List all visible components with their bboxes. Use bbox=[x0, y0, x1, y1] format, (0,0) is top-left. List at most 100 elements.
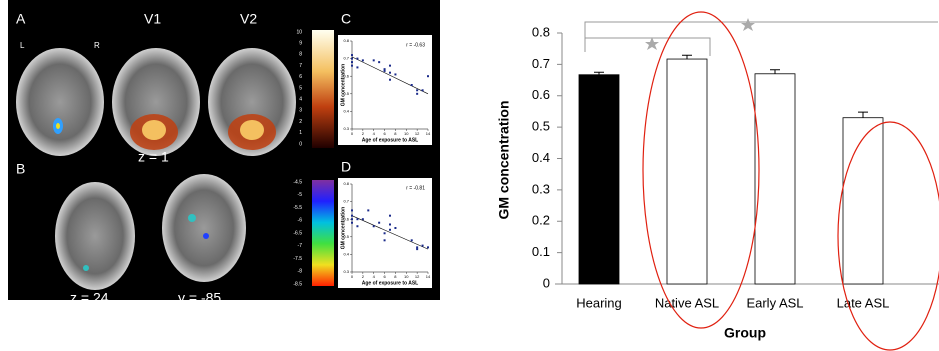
colorbar-label: -8.5 bbox=[293, 281, 302, 287]
point bbox=[427, 246, 429, 248]
y-tick-label: 0.8 bbox=[343, 38, 349, 43]
figure: A V1 V2 L R z = 1 B z = 24 y = -85 C D 1… bbox=[0, 0, 939, 351]
point bbox=[389, 79, 391, 81]
bar bbox=[579, 75, 619, 284]
point bbox=[356, 58, 358, 60]
point bbox=[351, 209, 353, 211]
x-tick-label: Early ASL bbox=[746, 295, 803, 310]
colorbar bbox=[312, 30, 334, 148]
bar bbox=[667, 59, 707, 284]
y-tick-label: 0.2 bbox=[532, 213, 550, 228]
colorbar-label: -8 bbox=[298, 269, 303, 275]
point bbox=[384, 232, 386, 234]
point bbox=[389, 229, 391, 231]
point bbox=[389, 223, 391, 225]
point bbox=[351, 218, 353, 220]
y-axis-label: GM concentration bbox=[496, 100, 512, 219]
colorbar-label: 6 bbox=[299, 74, 302, 80]
slice-label: z = 24 bbox=[70, 290, 109, 306]
y-tick-label: 0 bbox=[543, 275, 550, 290]
colorbar-label: 2 bbox=[299, 119, 302, 125]
point bbox=[384, 70, 386, 72]
colorbar-label: -4.5 bbox=[293, 179, 302, 185]
y-tick-label: 0.4 bbox=[343, 251, 349, 256]
x-tick-label: 10 bbox=[404, 131, 409, 136]
point bbox=[356, 66, 358, 68]
y-tick-label: 0.4 bbox=[343, 108, 349, 113]
colorbar-label: -6.5 bbox=[293, 230, 302, 236]
y-tick-label: 0.6 bbox=[532, 87, 550, 102]
point bbox=[394, 227, 396, 229]
x-tick-label: 12 bbox=[415, 131, 420, 136]
y-tick-label: 0.5 bbox=[532, 119, 550, 134]
point bbox=[378, 222, 380, 224]
point bbox=[367, 209, 369, 211]
y-axis-label: GM concentration bbox=[340, 64, 346, 107]
y-tick-label: 0.4 bbox=[532, 150, 550, 165]
y-axis-label: GM concentration bbox=[340, 207, 346, 250]
colorbar-label: -5 bbox=[298, 192, 303, 198]
y-tick-label: 0.7 bbox=[343, 56, 349, 61]
x-tick-label: 14 bbox=[426, 131, 431, 136]
point bbox=[416, 246, 418, 248]
point bbox=[416, 93, 418, 95]
point bbox=[378, 61, 380, 63]
side-label: L bbox=[20, 41, 25, 50]
point bbox=[351, 61, 353, 63]
point bbox=[356, 225, 358, 227]
point bbox=[389, 65, 391, 67]
panel-label: A bbox=[16, 11, 26, 27]
panel-label: C bbox=[341, 11, 351, 27]
x-tick-label: Late ASL bbox=[837, 295, 890, 310]
point bbox=[411, 239, 413, 241]
image-label: V1 bbox=[144, 11, 161, 27]
point bbox=[411, 84, 413, 86]
colorbar-label: 9 bbox=[299, 41, 302, 47]
point bbox=[373, 59, 375, 61]
image-label: V2 bbox=[240, 11, 257, 27]
colorbar-label: 5 bbox=[299, 85, 302, 91]
y-tick-label: 0.8 bbox=[532, 24, 550, 39]
bar bbox=[843, 118, 883, 284]
colorbar-label: -5.5 bbox=[293, 205, 302, 211]
y-tick-label: 0.8 bbox=[343, 181, 349, 186]
y-tick-label: 0.1 bbox=[532, 244, 550, 259]
x-tick-label: 14 bbox=[426, 274, 431, 279]
star bbox=[645, 37, 659, 50]
annotation: r = -0.63 bbox=[406, 42, 425, 48]
colorbar-label: 10 bbox=[296, 29, 302, 35]
colorbar bbox=[312, 180, 334, 286]
page: {"figure": {"panel_a": "A", "v1": "V1", … bbox=[0, 0, 939, 351]
x-axis-label: Age of exposure to ASL bbox=[362, 137, 419, 143]
point bbox=[422, 245, 424, 247]
point bbox=[384, 68, 386, 70]
point bbox=[416, 248, 418, 250]
colorbar-label: 8 bbox=[299, 52, 302, 58]
colorbar-label: -7 bbox=[298, 243, 303, 249]
y-tick-label: 0.3 bbox=[343, 126, 349, 131]
colorbar-label: 4 bbox=[299, 97, 302, 103]
y-tick-label: 0.3 bbox=[532, 181, 550, 196]
panel-label: B bbox=[16, 161, 25, 177]
y-tick-label: 0.7 bbox=[343, 199, 349, 204]
error-bar bbox=[682, 55, 692, 59]
slice-label: y = -85 bbox=[178, 290, 221, 306]
point bbox=[356, 218, 358, 220]
point bbox=[362, 59, 364, 61]
colorbar-label: 1 bbox=[299, 130, 302, 136]
colorbar-label: -7.5 bbox=[293, 256, 302, 262]
significance bbox=[585, 22, 938, 56]
point bbox=[422, 89, 424, 91]
y-tick-label: 0.3 bbox=[343, 269, 349, 274]
point bbox=[416, 89, 418, 91]
colorbar-label: 3 bbox=[299, 108, 302, 114]
colorbar-label: 0 bbox=[299, 141, 302, 147]
point bbox=[351, 54, 353, 56]
point bbox=[351, 222, 353, 224]
error-bar bbox=[858, 112, 868, 118]
x-tick-label: 12 bbox=[415, 274, 420, 279]
x-tick-label: Native ASL bbox=[655, 295, 719, 310]
point bbox=[351, 215, 353, 217]
side-label: R bbox=[94, 41, 100, 50]
colorbar-label: 7 bbox=[299, 63, 302, 69]
